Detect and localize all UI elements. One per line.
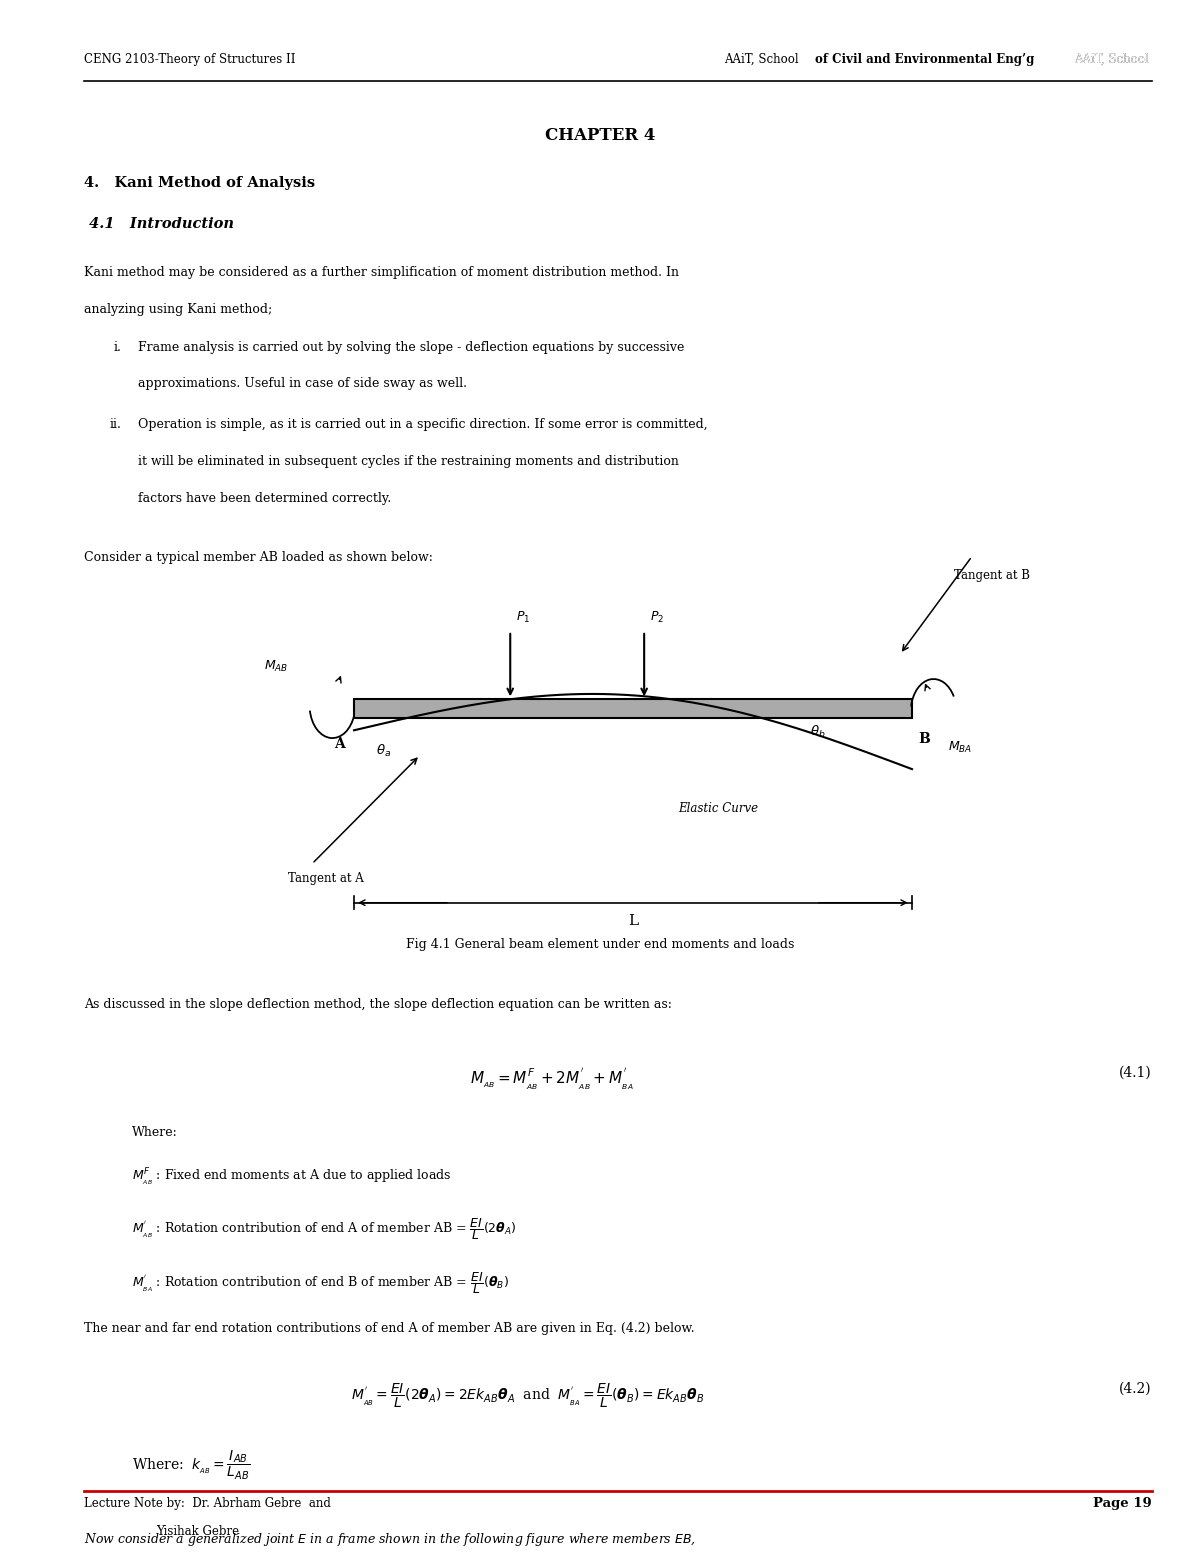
Text: analyzing using Kani method;: analyzing using Kani method; — [84, 303, 272, 315]
Text: Kani method may be considered as a further simplification of moment distribution: Kani method may be considered as a furth… — [84, 266, 679, 280]
Text: AAiT, School: AAiT, School — [1074, 53, 1152, 65]
Text: AAiT, School: AAiT, School — [1074, 53, 1152, 65]
Text: approximations. Useful in case of side sway as well.: approximations. Useful in case of side s… — [138, 377, 467, 390]
Text: $\theta_a$: $\theta_a$ — [376, 742, 391, 759]
Text: (4.1): (4.1) — [1120, 1065, 1152, 1081]
Text: Where:  $k_{_{AB}} = \dfrac{I_{AB}}{L_{AB}}$: Where: $k_{_{AB}} = \dfrac{I_{AB}}{L_{AB… — [132, 1449, 251, 1483]
Text: $M_{AB}$: $M_{AB}$ — [264, 658, 288, 674]
Text: of Civil and Environmental Eng’g: of Civil and Environmental Eng’g — [815, 53, 1034, 65]
Text: Fig 4.1 General beam element under end moments and loads: Fig 4.1 General beam element under end m… — [406, 938, 794, 952]
Text: ii.: ii. — [109, 418, 121, 432]
Text: $P_1$: $P_1$ — [516, 610, 530, 624]
Text: 4.1   Introduction: 4.1 Introduction — [84, 217, 234, 231]
Text: Now consider a generalized joint $E$ in a frame shown in the following figure wh: Now consider a generalized joint $E$ in … — [84, 1531, 696, 1548]
Text: Tangent at B: Tangent at B — [954, 568, 1030, 582]
Bar — [354, 699, 912, 717]
Text: Tangent at A: Tangent at A — [288, 871, 364, 885]
Text: Lecture Note by:  Dr. Abrham Gebre  and: Lecture Note by: Dr. Abrham Gebre and — [84, 1497, 331, 1510]
Text: 4.   Kani Method of Analysis: 4. Kani Method of Analysis — [84, 177, 316, 191]
Text: Where:: Where: — [132, 1126, 178, 1138]
Text: B: B — [918, 731, 930, 745]
Text: (4.2): (4.2) — [1120, 1382, 1152, 1396]
Text: L: L — [628, 913, 638, 927]
Text: Page 19: Page 19 — [1093, 1497, 1152, 1510]
Text: $M_{BA}$: $M_{BA}$ — [948, 739, 972, 755]
Text: $M^{'}_{_{AB}}=\dfrac{EI}{L}(2\boldsymbol{\theta}_A)=2Ek_{AB}\boldsymbol{\theta}: $M^{'}_{_{AB}}=\dfrac{EI}{L}(2\boldsymbo… — [352, 1382, 704, 1410]
Text: i.: i. — [114, 340, 122, 354]
Text: $M^{F}_{_{AB}}$ : Fixed end moments at A due to applied loads: $M^{F}_{_{AB}}$ : Fixed end moments at A… — [132, 1166, 451, 1188]
Text: AAiT, School: AAiT, School — [724, 53, 802, 65]
Text: A: A — [334, 736, 344, 750]
Text: $M_{_{AB}}=M^{F}_{_{AB}}+2M^{'}_{_{AB}}+M^{'}_{_{BA}}$: $M_{_{AB}}=M^{F}_{_{AB}}+2M^{'}_{_{AB}}+… — [470, 1065, 634, 1092]
Text: $M^{'}_{_{AB}}$ : Rotation contribution of end A of member AB = $\dfrac{EI}{L}(2: $M^{'}_{_{AB}}$ : Rotation contribution … — [132, 1216, 517, 1241]
Text: The near and far end rotation contributions of end A of member AB are given in E: The near and far end rotation contributi… — [84, 1322, 695, 1334]
Text: Operation is simple, as it is carried out in a specific direction. If some error: Operation is simple, as it is carried ou… — [138, 418, 708, 432]
Text: Consider a typical member AB loaded as shown below:: Consider a typical member AB loaded as s… — [84, 551, 433, 564]
Text: factors have been determined correctly.: factors have been determined correctly. — [138, 491, 391, 505]
Text: $\theta_b$: $\theta_b$ — [810, 724, 826, 741]
Text: Frame analysis is carried out by solving the slope - deflection equations by suc: Frame analysis is carried out by solving… — [138, 340, 684, 354]
Text: $M^{'}_{_{BA}}$ : Rotation contribution of end B of member AB = $\dfrac{EI}{L}(\: $M^{'}_{_{BA}}$ : Rotation contribution … — [132, 1270, 509, 1295]
Text: $P_2$: $P_2$ — [650, 610, 665, 624]
Text: Elastic Curve: Elastic Curve — [678, 801, 758, 815]
Text: Yisihak Gebre: Yisihak Gebre — [156, 1525, 239, 1537]
Text: As discussed in the slope deflection method, the slope deflection equation can b: As discussed in the slope deflection met… — [84, 999, 672, 1011]
Text: it will be eliminated in subsequent cycles if the restraining moments and distri: it will be eliminated in subsequent cycl… — [138, 455, 679, 467]
Text: CHAPTER 4: CHAPTER 4 — [545, 127, 655, 144]
Text: CENG 2103-Theory of Structures II: CENG 2103-Theory of Structures II — [84, 53, 295, 65]
